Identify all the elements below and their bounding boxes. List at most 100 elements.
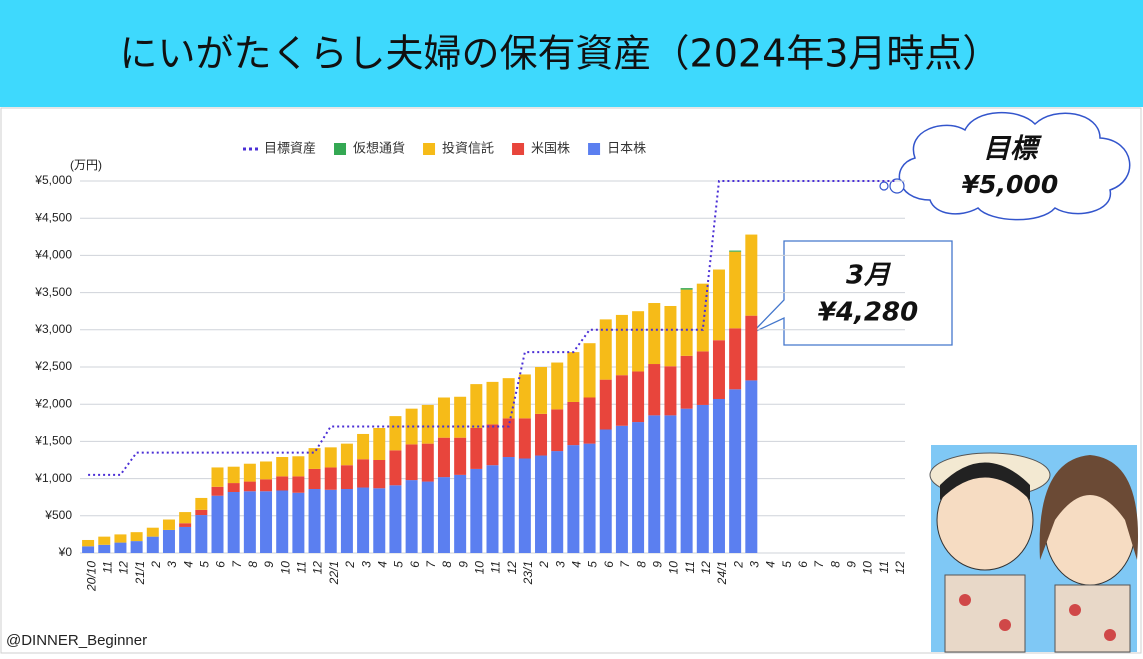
bar-segment — [324, 489, 337, 553]
bar-segment — [421, 481, 434, 553]
bar-segment — [454, 437, 467, 475]
x-tick-label: 12 — [505, 561, 519, 575]
bar-segment — [599, 429, 612, 553]
x-tick-label: 6 — [214, 561, 228, 568]
legend-label: 目標資産 — [264, 141, 316, 157]
x-tick-label: 7 — [812, 560, 826, 568]
bar-segment — [437, 477, 450, 553]
bar-segment — [195, 515, 208, 553]
x-tick-label: 11 — [489, 561, 503, 573]
bar-segment — [146, 536, 159, 553]
credit: @DINNER_Beginner — [6, 632, 147, 649]
bar-segment — [729, 328, 742, 390]
bar-segment — [179, 526, 192, 553]
x-tick-label: 8 — [440, 561, 454, 568]
y-tick-label: ¥0 — [58, 545, 73, 559]
goal-title: 目標 — [983, 134, 1042, 165]
bar-segment — [729, 251, 742, 329]
bar-segment — [518, 418, 531, 459]
bar-segment — [583, 397, 596, 444]
x-tick-label: 9 — [650, 561, 664, 568]
bar-segment — [535, 455, 548, 553]
x-tick-label: 11 — [683, 561, 697, 573]
bar-segment — [130, 532, 143, 542]
bar-segment — [729, 250, 742, 252]
x-tick-label: 4 — [764, 561, 778, 568]
bar-segment — [179, 523, 192, 527]
bar-segment — [421, 443, 434, 482]
bar-segment — [82, 539, 95, 547]
bar-segment — [696, 283, 709, 352]
slide-title: にいがたくらし夫婦の保有資産（2024年3月時点） — [120, 32, 1001, 76]
bar-segment — [260, 479, 273, 492]
bar-segment — [583, 443, 596, 553]
x-tick-label: 9 — [456, 561, 470, 568]
bar-segment — [502, 378, 515, 419]
bar-segment — [664, 305, 677, 367]
bar-segment — [211, 486, 224, 496]
bar-segment — [680, 408, 693, 553]
bar-segment — [308, 448, 321, 469]
bar-segment — [243, 463, 256, 482]
legend-label: 仮想通貨 — [353, 141, 405, 157]
x-tick-label: 5 — [197, 561, 211, 568]
y-unit: (万円) — [70, 158, 102, 172]
bar-segment — [680, 289, 693, 356]
x-tick-label: 12 — [699, 561, 713, 575]
bar-segment — [389, 416, 402, 451]
bar-segment — [292, 492, 305, 553]
x-tick-label: 9 — [845, 561, 859, 568]
x-tick-label: 7 — [618, 560, 632, 568]
x-tick-label: 3 — [747, 561, 761, 568]
bar-segment — [648, 303, 661, 365]
x-tick-label: 8 — [246, 561, 260, 568]
x-tick-label: 2 — [731, 561, 745, 569]
x-tick-label: 12 — [117, 561, 131, 575]
legend-label: 日本株 — [607, 142, 646, 157]
bar-segment — [454, 396, 467, 438]
x-tick-label: 6 — [796, 561, 810, 568]
y-tick-label: ¥2,500 — [34, 359, 72, 373]
bar-segment — [357, 433, 370, 460]
bar-segment — [664, 366, 677, 416]
bar-segment — [518, 458, 531, 553]
bar-segment — [599, 379, 612, 430]
bar-segment — [470, 468, 483, 553]
bar-segment — [615, 375, 628, 426]
x-tick-label: 21/1 — [133, 561, 147, 585]
goal-cloud — [879, 112, 1131, 221]
x-tick-label: 6 — [602, 561, 616, 568]
legend-label: 米国株 — [531, 142, 570, 157]
x-tick-label: 10 — [861, 561, 875, 575]
bar-segment — [324, 447, 337, 468]
x-tick-label: 2 — [343, 561, 357, 569]
bar-segment — [486, 381, 499, 425]
current-title: 3月 — [846, 261, 892, 291]
x-tick-label: 4 — [181, 561, 195, 568]
bar-segment — [696, 351, 709, 405]
bar-segment — [567, 401, 580, 446]
bar-segment — [98, 536, 111, 545]
bar-segment — [195, 509, 208, 516]
x-tick-label: 3 — [359, 561, 373, 568]
x-tick-label: 10 — [472, 561, 486, 575]
bar-segment — [632, 422, 645, 553]
bar-segment — [664, 415, 677, 553]
x-tick-label: 3 — [553, 561, 567, 568]
bar-segment — [567, 445, 580, 553]
y-tick-label: ¥5,000 — [34, 173, 72, 187]
bar-segment — [243, 481, 256, 492]
bar-segment — [308, 468, 321, 490]
bar-segment — [211, 467, 224, 487]
y-tick-label: ¥2,000 — [34, 396, 72, 410]
bar-segment — [502, 457, 515, 553]
bar-segment — [130, 541, 143, 553]
x-tick-label: 20/10 — [84, 561, 98, 592]
bar-segment — [227, 466, 240, 484]
bar-segment — [373, 488, 386, 553]
bar-segment — [551, 362, 564, 410]
bar-segment — [405, 408, 418, 445]
bar-segment — [680, 355, 693, 409]
bar-segment — [405, 480, 418, 553]
x-tick-label: 2 — [149, 561, 163, 569]
